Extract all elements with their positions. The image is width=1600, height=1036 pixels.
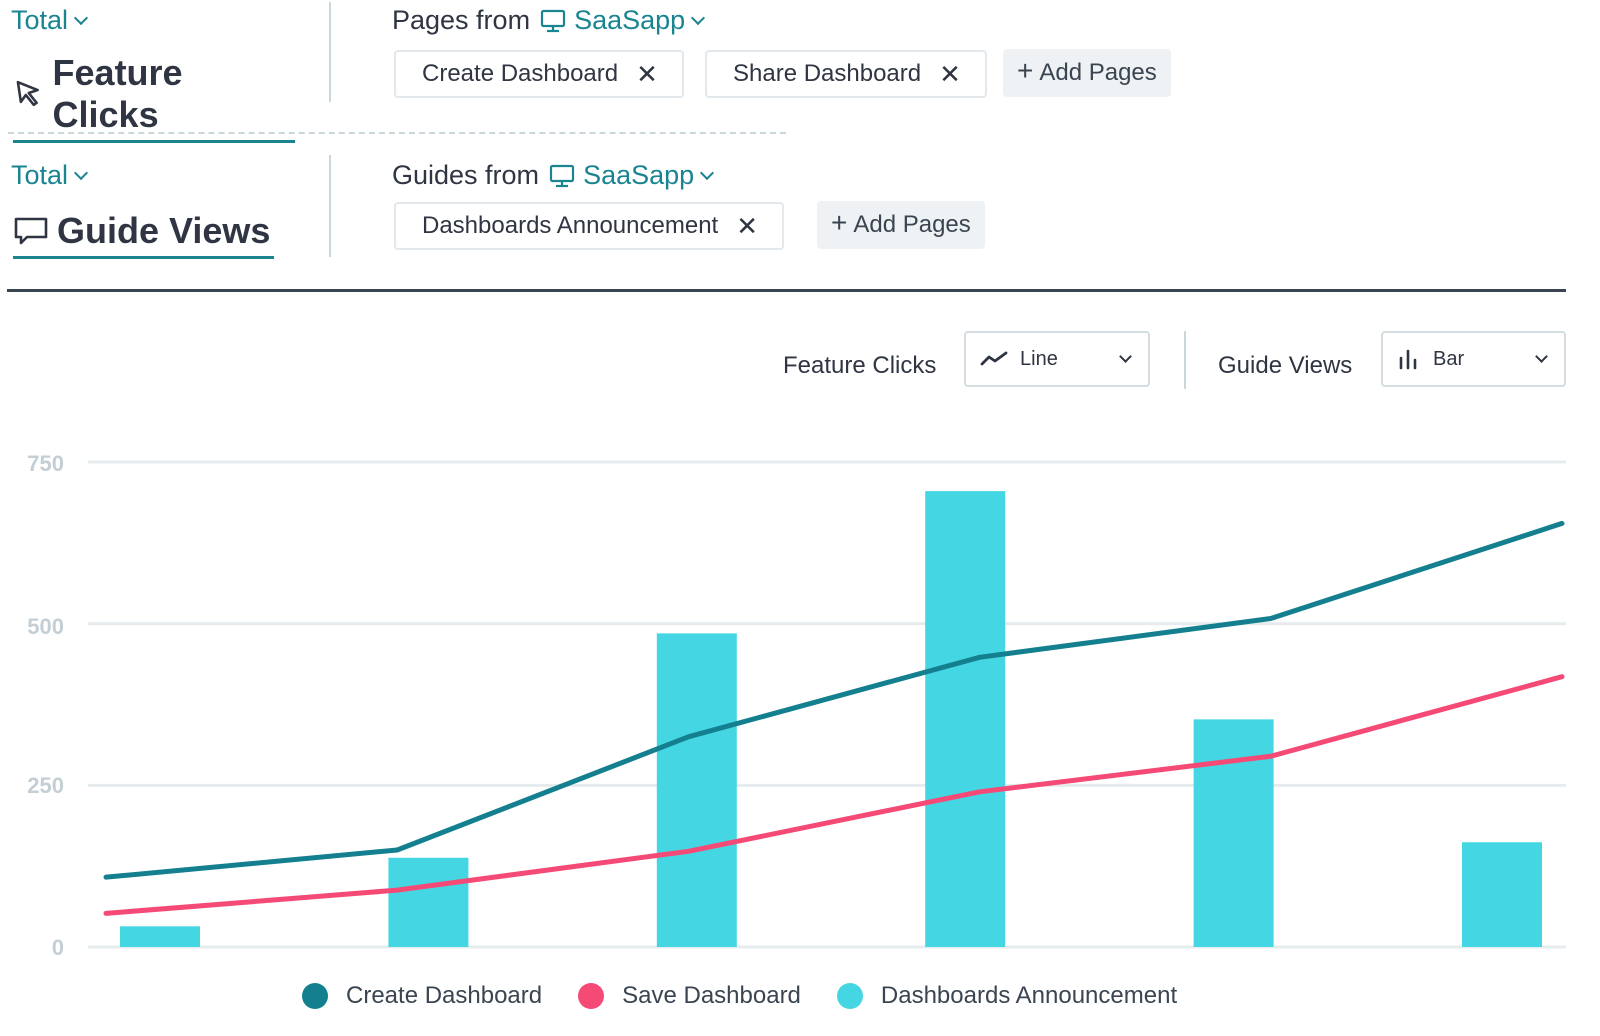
page-chip: Create Dashboard ✕ bbox=[394, 50, 684, 98]
chevron-down-icon bbox=[1119, 350, 1132, 363]
speech-bubble-icon bbox=[14, 217, 48, 245]
add-pages-button[interactable]: + Add Pages bbox=[1003, 49, 1171, 97]
bar-dashboards-announcement[interactable] bbox=[925, 491, 1006, 947]
chevron-down-icon bbox=[73, 165, 89, 180]
feature-clicks-chart-type-select[interactable]: Line bbox=[964, 331, 1150, 387]
chip-label: Dashboards Announcement bbox=[422, 212, 719, 239]
aggregation-label: Total bbox=[11, 160, 69, 190]
guide-views-type-label: Guide Views bbox=[1218, 352, 1353, 379]
chevron-down-icon bbox=[691, 10, 706, 25]
feature-clicks-type-label: Feature Clicks bbox=[783, 352, 937, 379]
legend-dot bbox=[302, 983, 328, 1009]
source-app-select[interactable]: SaaSapp bbox=[540, 5, 706, 36]
guide-views-chart-type-select[interactable]: Bar bbox=[1381, 331, 1566, 387]
page-chip: Share Dashboard ✕ bbox=[705, 50, 987, 98]
line-create-dashboard[interactable] bbox=[103, 520, 1565, 880]
aggregation-select-guide-views[interactable]: Total bbox=[11, 160, 89, 191]
close-icon[interactable]: ✕ bbox=[636, 59, 658, 89]
source-app-label: SaaSapp bbox=[583, 160, 695, 190]
metric-title-text: Feature Clicks bbox=[52, 52, 183, 135]
line-save-dashboard[interactable] bbox=[103, 674, 1565, 916]
plus-icon: + bbox=[831, 207, 848, 238]
source-app-select[interactable]: SaaSapp bbox=[549, 160, 715, 191]
vertical-divider bbox=[1184, 331, 1186, 389]
vertical-divider bbox=[329, 2, 331, 102]
legend-item-create-dashboard[interactable]: Create Dashboard bbox=[302, 982, 542, 1010]
add-pages-button[interactable]: + Add Pages bbox=[817, 201, 985, 249]
legend-dot bbox=[836, 983, 863, 1009]
y-tick-label: 0 bbox=[51, 935, 64, 960]
section-divider bbox=[8, 132, 786, 134]
chevron-down-icon bbox=[700, 165, 715, 180]
chip-label: Create Dashboard bbox=[422, 60, 619, 87]
legend-item-save-dashboard[interactable]: Save Dashboard bbox=[578, 982, 801, 1010]
legend-label: Dashboards Announcement bbox=[880, 982, 1178, 1009]
close-icon[interactable]: ✕ bbox=[939, 59, 961, 89]
header-divider bbox=[7, 289, 1566, 292]
monitor-icon bbox=[549, 164, 575, 187]
legend-item-dashboards-announcement[interactable]: Dashboards Announcement bbox=[836, 982, 1178, 1010]
chart-legend: Create Dashboard Save Dashboard Dashboar… bbox=[302, 982, 1177, 1010]
vertical-divider bbox=[329, 155, 331, 257]
legend-dot bbox=[578, 983, 605, 1009]
y-tick-label: 500 bbox=[27, 614, 64, 639]
y-tick-label: 750 bbox=[27, 451, 64, 476]
source-app-label: SaaSapp bbox=[574, 5, 686, 35]
legend-label: Save Dashboard bbox=[622, 982, 801, 1009]
chip-label: Share Dashboard bbox=[733, 60, 922, 87]
add-pages-label: Add Pages bbox=[1039, 59, 1157, 86]
chevron-down-icon bbox=[73, 10, 89, 25]
metric-title-guide-views: Guide Views bbox=[13, 210, 274, 259]
aggregation-select-feature-clicks[interactable]: Total bbox=[11, 5, 89, 36]
source-prefix: Guides from bbox=[392, 160, 540, 190]
metric-title-feature-clicks: Feature Clicks bbox=[13, 52, 295, 143]
legend-label: Create Dashboard bbox=[346, 982, 543, 1009]
cursor-icon bbox=[16, 80, 39, 107]
bar-dashboards-announcement[interactable] bbox=[388, 857, 469, 947]
bar-dashboards-announcement[interactable] bbox=[1462, 842, 1542, 947]
bar-dashboards-announcement[interactable] bbox=[656, 633, 737, 947]
close-icon[interactable]: ✕ bbox=[736, 211, 758, 241]
source-prefix: Pages from bbox=[392, 5, 531, 35]
bar-dashboards-announcement[interactable] bbox=[1193, 719, 1274, 947]
metric-title-text: Guide Views bbox=[57, 210, 271, 251]
select-value: Bar bbox=[1433, 347, 1465, 370]
bar-dashboards-announcement[interactable] bbox=[120, 926, 200, 947]
combo-chart bbox=[88, 460, 1566, 949]
monitor-icon bbox=[540, 9, 566, 32]
chevron-down-icon bbox=[1535, 350, 1548, 363]
bar-chart-icon bbox=[1399, 349, 1417, 370]
aggregation-label: Total bbox=[11, 5, 69, 35]
plus-icon: + bbox=[1017, 55, 1034, 86]
source-row-feature-clicks: Pages from SaaSapp bbox=[392, 5, 706, 36]
select-value: Line bbox=[1020, 347, 1058, 370]
source-row-guide-views: Guides from SaaSapp bbox=[392, 160, 715, 191]
line-chart-icon bbox=[980, 351, 1008, 366]
add-pages-label: Add Pages bbox=[853, 211, 971, 238]
y-tick-label: 250 bbox=[27, 773, 64, 798]
guide-chip: Dashboards Announcement ✕ bbox=[394, 202, 784, 250]
